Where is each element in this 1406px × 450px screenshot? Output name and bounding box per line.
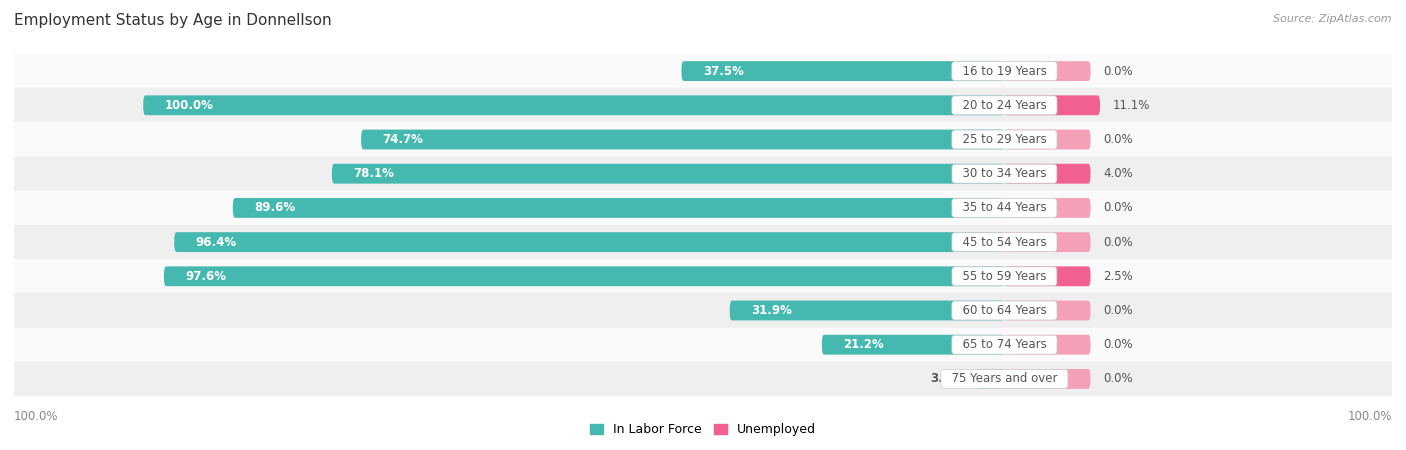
FancyBboxPatch shape bbox=[1004, 335, 1091, 355]
Legend: In Labor Force, Unemployed: In Labor Force, Unemployed bbox=[585, 418, 821, 441]
Text: 25 to 29 Years: 25 to 29 Years bbox=[955, 133, 1054, 146]
Text: 89.6%: 89.6% bbox=[254, 202, 295, 214]
FancyBboxPatch shape bbox=[1004, 164, 1091, 184]
Text: 100.0%: 100.0% bbox=[1347, 410, 1392, 423]
FancyBboxPatch shape bbox=[332, 164, 1004, 184]
Text: 0.0%: 0.0% bbox=[1104, 236, 1133, 248]
Text: 0.0%: 0.0% bbox=[1104, 373, 1133, 385]
Text: 0.0%: 0.0% bbox=[1104, 133, 1133, 146]
FancyBboxPatch shape bbox=[1004, 266, 1091, 286]
FancyBboxPatch shape bbox=[976, 369, 1004, 389]
Text: 3.3%: 3.3% bbox=[931, 373, 963, 385]
FancyBboxPatch shape bbox=[682, 61, 1004, 81]
Text: 2.5%: 2.5% bbox=[1104, 270, 1133, 283]
Text: 31.9%: 31.9% bbox=[751, 304, 792, 317]
FancyBboxPatch shape bbox=[730, 301, 1004, 320]
FancyBboxPatch shape bbox=[165, 266, 1004, 286]
Text: 0.0%: 0.0% bbox=[1104, 338, 1133, 351]
FancyBboxPatch shape bbox=[361, 130, 1004, 149]
Bar bbox=[14, 225, 1392, 259]
Text: 100.0%: 100.0% bbox=[14, 410, 59, 423]
Text: 65 to 74 Years: 65 to 74 Years bbox=[955, 338, 1054, 351]
FancyBboxPatch shape bbox=[1004, 198, 1091, 218]
Bar bbox=[14, 259, 1392, 293]
Bar bbox=[14, 328, 1392, 362]
Bar bbox=[14, 157, 1392, 191]
Bar bbox=[14, 362, 1392, 396]
Text: 55 to 59 Years: 55 to 59 Years bbox=[955, 270, 1054, 283]
Text: 11.1%: 11.1% bbox=[1114, 99, 1150, 112]
FancyBboxPatch shape bbox=[233, 198, 1004, 218]
FancyBboxPatch shape bbox=[1004, 232, 1091, 252]
FancyBboxPatch shape bbox=[1004, 130, 1091, 149]
FancyBboxPatch shape bbox=[174, 232, 1004, 252]
FancyBboxPatch shape bbox=[143, 95, 1004, 115]
Text: 45 to 54 Years: 45 to 54 Years bbox=[955, 236, 1054, 248]
FancyBboxPatch shape bbox=[823, 335, 1004, 355]
Text: 30 to 34 Years: 30 to 34 Years bbox=[955, 167, 1054, 180]
Text: 74.7%: 74.7% bbox=[382, 133, 423, 146]
Text: 20 to 24 Years: 20 to 24 Years bbox=[955, 99, 1054, 112]
FancyBboxPatch shape bbox=[1004, 61, 1091, 81]
Text: 16 to 19 Years: 16 to 19 Years bbox=[955, 65, 1054, 77]
FancyBboxPatch shape bbox=[1004, 95, 1099, 115]
Text: 0.0%: 0.0% bbox=[1104, 304, 1133, 317]
Text: 35 to 44 Years: 35 to 44 Years bbox=[955, 202, 1054, 214]
Bar bbox=[14, 293, 1392, 328]
Text: 60 to 64 Years: 60 to 64 Years bbox=[955, 304, 1054, 317]
Text: 78.1%: 78.1% bbox=[353, 167, 394, 180]
Bar bbox=[14, 191, 1392, 225]
Text: 75 Years and over: 75 Years and over bbox=[943, 373, 1064, 385]
Text: 96.4%: 96.4% bbox=[195, 236, 236, 248]
Text: 100.0%: 100.0% bbox=[165, 99, 214, 112]
Bar bbox=[14, 122, 1392, 157]
FancyBboxPatch shape bbox=[1004, 301, 1091, 320]
Text: Employment Status by Age in Donnellson: Employment Status by Age in Donnellson bbox=[14, 14, 332, 28]
Text: 37.5%: 37.5% bbox=[703, 65, 744, 77]
Text: 4.0%: 4.0% bbox=[1104, 167, 1133, 180]
Bar bbox=[14, 88, 1392, 122]
Bar bbox=[14, 54, 1392, 88]
Text: 0.0%: 0.0% bbox=[1104, 202, 1133, 214]
FancyBboxPatch shape bbox=[1004, 369, 1091, 389]
Text: 97.6%: 97.6% bbox=[186, 270, 226, 283]
Text: Source: ZipAtlas.com: Source: ZipAtlas.com bbox=[1274, 14, 1392, 23]
Text: 21.2%: 21.2% bbox=[844, 338, 884, 351]
Text: 0.0%: 0.0% bbox=[1104, 65, 1133, 77]
